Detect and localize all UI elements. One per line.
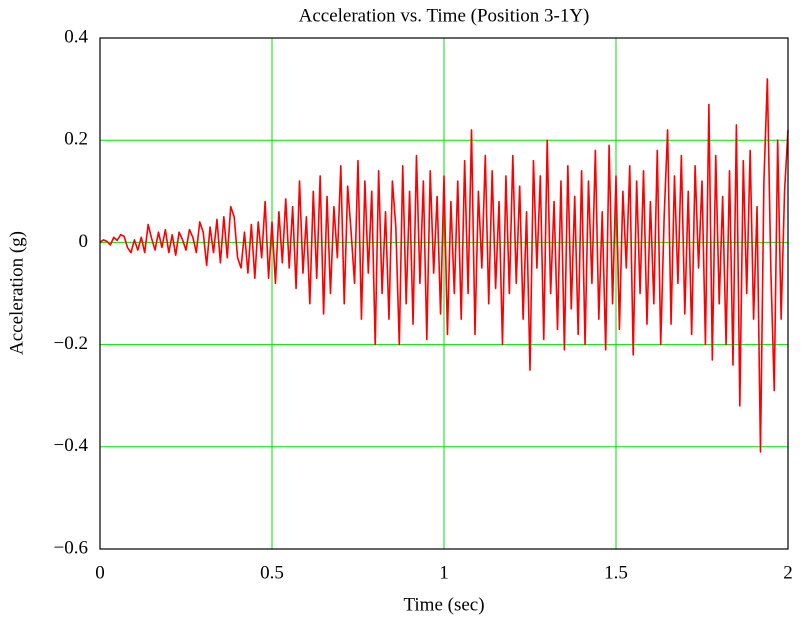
y-tick-label: 0.2 — [64, 129, 88, 150]
y-tick-label: −0.4 — [54, 435, 89, 456]
y-tick-label: 0.4 — [64, 26, 88, 47]
x-axis-label: Time (sec) — [403, 594, 484, 615]
y-tick-label: −0.2 — [54, 333, 88, 354]
y-axis-label: Acceleration (g) — [6, 231, 27, 355]
data-line — [99, 78, 789, 453]
x-tick-label: 2 — [783, 562, 793, 583]
x-tick-label: 1.5 — [604, 562, 628, 583]
x-tick-label: 0 — [95, 562, 105, 583]
y-tick-label: −0.6 — [54, 537, 88, 558]
plot-frame — [99, 37, 789, 550]
x-tick-label: 1 — [439, 562, 449, 583]
x-tick-label: 0.5 — [260, 562, 284, 583]
chart-title: Acceleration vs. Time (Position 3-1Y) — [299, 5, 590, 26]
y-tick-label: 0 — [79, 231, 89, 252]
